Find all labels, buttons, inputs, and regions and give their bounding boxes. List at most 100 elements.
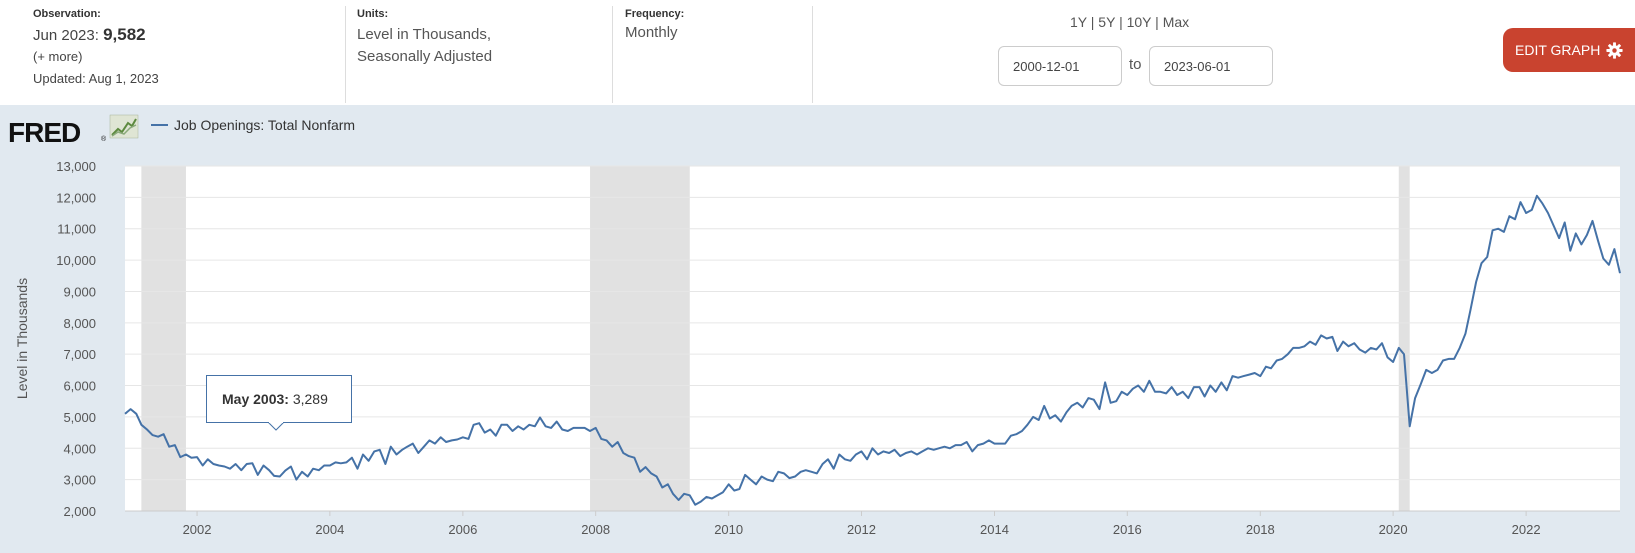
data-point[interactable]	[1352, 341, 1357, 346]
data-point[interactable]	[604, 438, 609, 443]
data-point[interactable]	[1091, 397, 1096, 402]
data-point[interactable]	[1429, 371, 1434, 376]
data-point[interactable]	[377, 447, 382, 452]
data-point[interactable]	[1452, 356, 1457, 361]
data-point[interactable]	[521, 427, 526, 432]
data-point[interactable]	[1518, 200, 1523, 205]
data-point[interactable]	[255, 472, 260, 477]
data-point[interactable]	[654, 474, 659, 479]
data-point[interactable]	[870, 446, 875, 451]
end-date-input[interactable]	[1149, 46, 1273, 86]
data-point[interactable]	[1108, 400, 1113, 405]
data-point[interactable]	[1125, 393, 1130, 398]
data-point[interactable]	[803, 468, 808, 473]
data-point[interactable]	[665, 482, 670, 487]
data-point[interactable]	[737, 487, 742, 492]
data-point[interactable]	[892, 447, 897, 452]
data-point[interactable]	[1606, 262, 1611, 267]
data-point[interactable]	[161, 432, 166, 437]
data-point[interactable]	[183, 452, 188, 457]
data-point[interactable]	[1269, 366, 1274, 371]
data-point[interactable]	[865, 457, 870, 462]
data-point[interactable]	[416, 451, 421, 456]
data-point[interactable]	[1153, 389, 1158, 394]
data-point[interactable]	[388, 444, 393, 449]
data-point[interactable]	[887, 451, 892, 456]
data-point[interactable]	[316, 468, 321, 473]
data-point[interactable]	[261, 463, 266, 468]
data-point[interactable]	[1069, 403, 1074, 408]
data-point[interactable]	[793, 474, 798, 479]
data-point[interactable]	[283, 468, 288, 473]
data-point[interactable]	[1208, 383, 1213, 388]
data-point[interactable]	[975, 443, 980, 448]
data-point[interactable]	[1014, 432, 1019, 437]
data-point[interactable]	[782, 471, 787, 476]
data-point[interactable]	[327, 463, 332, 468]
data-point[interactable]	[1252, 371, 1257, 376]
data-point[interactable]	[1618, 271, 1623, 276]
data-point[interactable]	[1529, 207, 1534, 212]
data-point[interactable]	[1202, 394, 1207, 399]
data-point[interactable]	[643, 465, 648, 470]
data-point[interactable]	[1435, 367, 1440, 372]
data-point[interactable]	[964, 440, 969, 445]
data-point[interactable]	[349, 455, 354, 460]
data-point[interactable]	[543, 424, 548, 429]
data-point[interactable]	[881, 449, 886, 454]
data-point[interactable]	[1501, 229, 1506, 234]
data-point[interactable]	[361, 452, 366, 457]
data-point[interactable]	[189, 455, 194, 460]
data-point[interactable]	[466, 436, 471, 441]
data-point[interactable]	[1534, 193, 1539, 198]
data-point[interactable]	[405, 444, 410, 449]
fred-chart[interactable]: FRED ® Job Openings: Total Nonfarm 2,000…	[0, 105, 1635, 553]
data-point[interactable]	[953, 443, 958, 448]
data-point[interactable]	[565, 429, 570, 434]
data-point[interactable]	[820, 462, 825, 467]
data-point[interactable]	[610, 444, 615, 449]
data-point[interactable]	[1490, 228, 1495, 233]
data-point[interactable]	[549, 425, 554, 430]
data-point[interactable]	[1463, 331, 1468, 336]
data-point[interactable]	[427, 438, 432, 443]
data-point[interactable]	[455, 437, 460, 442]
data-point[interactable]	[1474, 280, 1479, 285]
data-point[interactable]	[1468, 308, 1473, 313]
data-point[interactable]	[842, 457, 847, 462]
data-point[interactable]	[554, 419, 559, 424]
data-point[interactable]	[449, 438, 454, 443]
data-point[interactable]	[759, 474, 764, 479]
data-point[interactable]	[676, 498, 681, 503]
data-point[interactable]	[837, 452, 842, 457]
data-point[interactable]	[998, 441, 1003, 446]
data-point[interactable]	[726, 482, 731, 487]
data-point[interactable]	[1263, 364, 1268, 369]
data-point[interactable]	[532, 424, 537, 429]
data-point[interactable]	[926, 446, 931, 451]
data-point[interactable]	[150, 433, 155, 438]
data-point[interactable]	[876, 452, 881, 457]
data-point[interactable]	[1213, 389, 1218, 394]
data-point[interactable]	[333, 460, 338, 465]
data-point[interactable]	[1513, 217, 1518, 222]
data-point[interactable]	[305, 474, 310, 479]
data-point[interactable]	[499, 422, 504, 427]
data-point[interactable]	[394, 452, 399, 457]
data-point[interactable]	[698, 499, 703, 504]
data-point[interactable]	[754, 482, 759, 487]
data-point[interactable]	[582, 425, 587, 430]
data-point[interactable]	[1042, 403, 1047, 408]
data-point[interactable]	[1418, 382, 1423, 387]
data-point[interactable]	[421, 444, 426, 449]
range-5y[interactable]: 5Y	[1098, 14, 1116, 30]
data-point[interactable]	[709, 496, 714, 501]
data-point[interactable]	[1324, 336, 1329, 341]
data-point[interactable]	[947, 446, 952, 451]
data-point[interactable]	[355, 466, 360, 471]
data-point[interactable]	[1241, 374, 1246, 379]
data-point[interactable]	[560, 427, 565, 432]
data-point[interactable]	[1053, 413, 1058, 418]
data-point[interactable]	[1180, 389, 1185, 394]
data-point[interactable]	[986, 438, 991, 443]
